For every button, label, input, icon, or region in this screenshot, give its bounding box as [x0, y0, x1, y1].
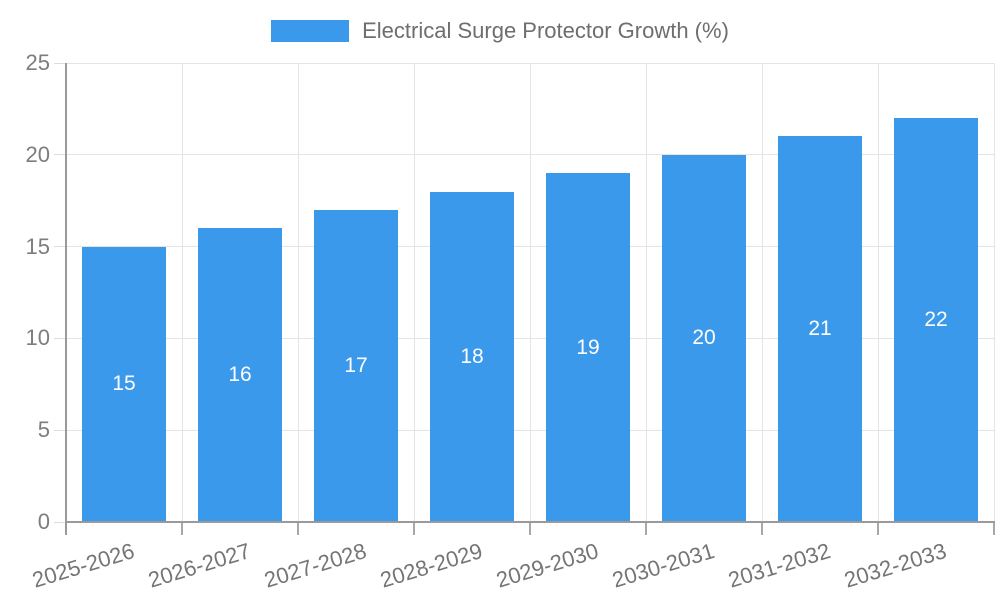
x-tick	[645, 522, 647, 535]
y-tick-label: 15	[25, 233, 50, 259]
x-tick	[413, 522, 415, 535]
legend-label: Electrical Surge Protector Growth (%)	[362, 18, 729, 43]
gridline-v	[529, 63, 531, 522]
y-tick	[54, 62, 66, 64]
bar-value-label: 17	[344, 353, 368, 377]
x-tick	[993, 522, 995, 535]
y-tick-label: 5	[37, 417, 50, 443]
x-tick-label: 2025-2026	[29, 538, 138, 593]
x-tick-label: 2030-2031	[609, 538, 718, 593]
gridline-v	[297, 63, 299, 522]
x-tick	[297, 522, 299, 535]
x-tick-label: 2026-2027	[145, 538, 254, 593]
bar-value-label: 16	[228, 363, 252, 387]
bar: 18	[430, 191, 514, 522]
bar: 22	[894, 118, 978, 522]
bar: 17	[314, 209, 398, 522]
bar-value-label: 20	[692, 326, 716, 350]
bar-value-label: 22	[924, 308, 948, 332]
x-tick	[761, 522, 763, 535]
chart-legend: Electrical Surge Protector Growth (%)	[0, 16, 1000, 46]
gridline-v	[181, 63, 183, 522]
y-tick	[54, 246, 66, 248]
gridline-v	[877, 63, 879, 522]
x-tick	[877, 522, 879, 535]
y-tick	[54, 429, 66, 431]
bar-value-label: 15	[112, 372, 136, 396]
y-axis-line	[65, 63, 67, 535]
y-tick-label: 20	[25, 141, 50, 167]
x-tick-label: 2029-2030	[493, 538, 602, 593]
gridline-v	[993, 63, 995, 522]
bar-value-label: 18	[460, 344, 484, 368]
bar-value-label: 19	[576, 335, 600, 359]
x-tick-label: 2031-2032	[725, 538, 834, 593]
gridline-v	[761, 63, 763, 522]
bar: 21	[778, 136, 862, 522]
y-tick-label: 25	[25, 50, 50, 75]
y-tick	[54, 337, 66, 339]
bar: 16	[198, 228, 282, 522]
legend-swatch	[271, 20, 350, 42]
bar: 20	[662, 154, 746, 522]
x-tick-label: 2032-2033	[841, 538, 950, 593]
y-tick	[54, 521, 66, 523]
x-tick	[529, 522, 531, 535]
x-tick-label: 2028-2029	[377, 538, 486, 593]
x-tick-label: 2027-2028	[261, 538, 370, 593]
y-tick-label: 0	[37, 509, 50, 534]
bar: 19	[546, 173, 630, 522]
x-tick	[181, 522, 183, 535]
bar: 15	[82, 246, 166, 522]
y-tick-label: 10	[25, 325, 50, 351]
x-axis-line	[65, 521, 995, 523]
gridline-v	[645, 63, 647, 522]
bar-value-label: 21	[808, 317, 832, 341]
gridline-v	[413, 63, 415, 522]
y-tick	[54, 154, 66, 156]
